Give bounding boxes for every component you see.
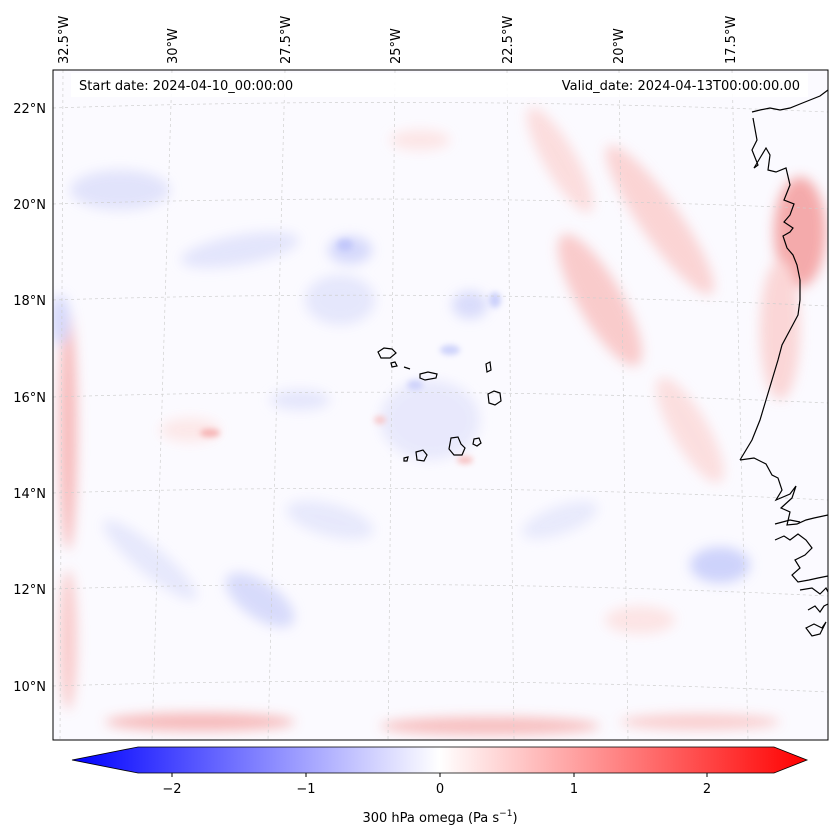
lon-label: 30°W — [166, 28, 181, 64]
lon-label: 22.5°W — [501, 16, 516, 64]
lon-label: 27.5°W — [279, 16, 294, 64]
coastline — [739, 89, 828, 637]
start-date-text: Start date: 2024-04-10_00:00:00 — [79, 79, 293, 94]
colorbar-tick-label: −1 — [296, 782, 315, 797]
lon-label: 25°W — [389, 28, 404, 64]
map-frame — [52, 69, 829, 741]
lat-label: 18°N — [13, 294, 46, 309]
info-box — [71, 73, 808, 97]
cabo-verde-islands — [377, 347, 502, 462]
lat-label: 14°N — [13, 487, 46, 502]
colorbar-title-main: 300 hPa omega (Pa s — [362, 811, 499, 826]
colorbar-title-close: ) — [512, 811, 517, 826]
colorbar-tick-label: 0 — [436, 782, 444, 797]
lon-label: 32.5°W — [57, 16, 72, 64]
colorbar-tick-label: 2 — [703, 782, 711, 797]
colorbar: −2 −1 0 1 2 300 hPa omega (Pa s−1) — [71, 746, 809, 826]
valid-date-text: Valid_date: 2024-04-13T00:00:00.00 — [562, 79, 800, 94]
lat-label: 16°N — [13, 391, 46, 406]
colorbar-ticks — [171, 773, 708, 777]
colorbar-tick-label: −2 — [162, 782, 181, 797]
latitude-labels: 22°N 20°N 18°N 16°N 14°N 12°N 10°N — [13, 102, 46, 695]
colorbar-tick-label: 1 — [570, 782, 578, 797]
map-panel: Start date: 2024-04-10_00:00:00 Valid_da… — [52, 69, 829, 741]
longitude-labels: 32.5°W 30°W 27.5°W 25°W 22.5°W 20°W 17.5… — [57, 16, 739, 64]
lat-label: 12°N — [13, 583, 46, 598]
colorbar-title-superscript: −1 — [499, 809, 512, 819]
gridlines — [53, 70, 828, 740]
lon-label: 17.5°W — [724, 16, 739, 64]
lat-label: 10°N — [13, 680, 46, 695]
colorbar-body — [71, 746, 809, 774]
lon-label: 20°W — [612, 28, 627, 64]
colorbar-title: 300 hPa omega (Pa s−1) — [362, 809, 517, 826]
omega-field — [53, 70, 828, 740]
lat-label: 22°N — [13, 102, 46, 117]
lat-label: 20°N — [13, 198, 46, 213]
